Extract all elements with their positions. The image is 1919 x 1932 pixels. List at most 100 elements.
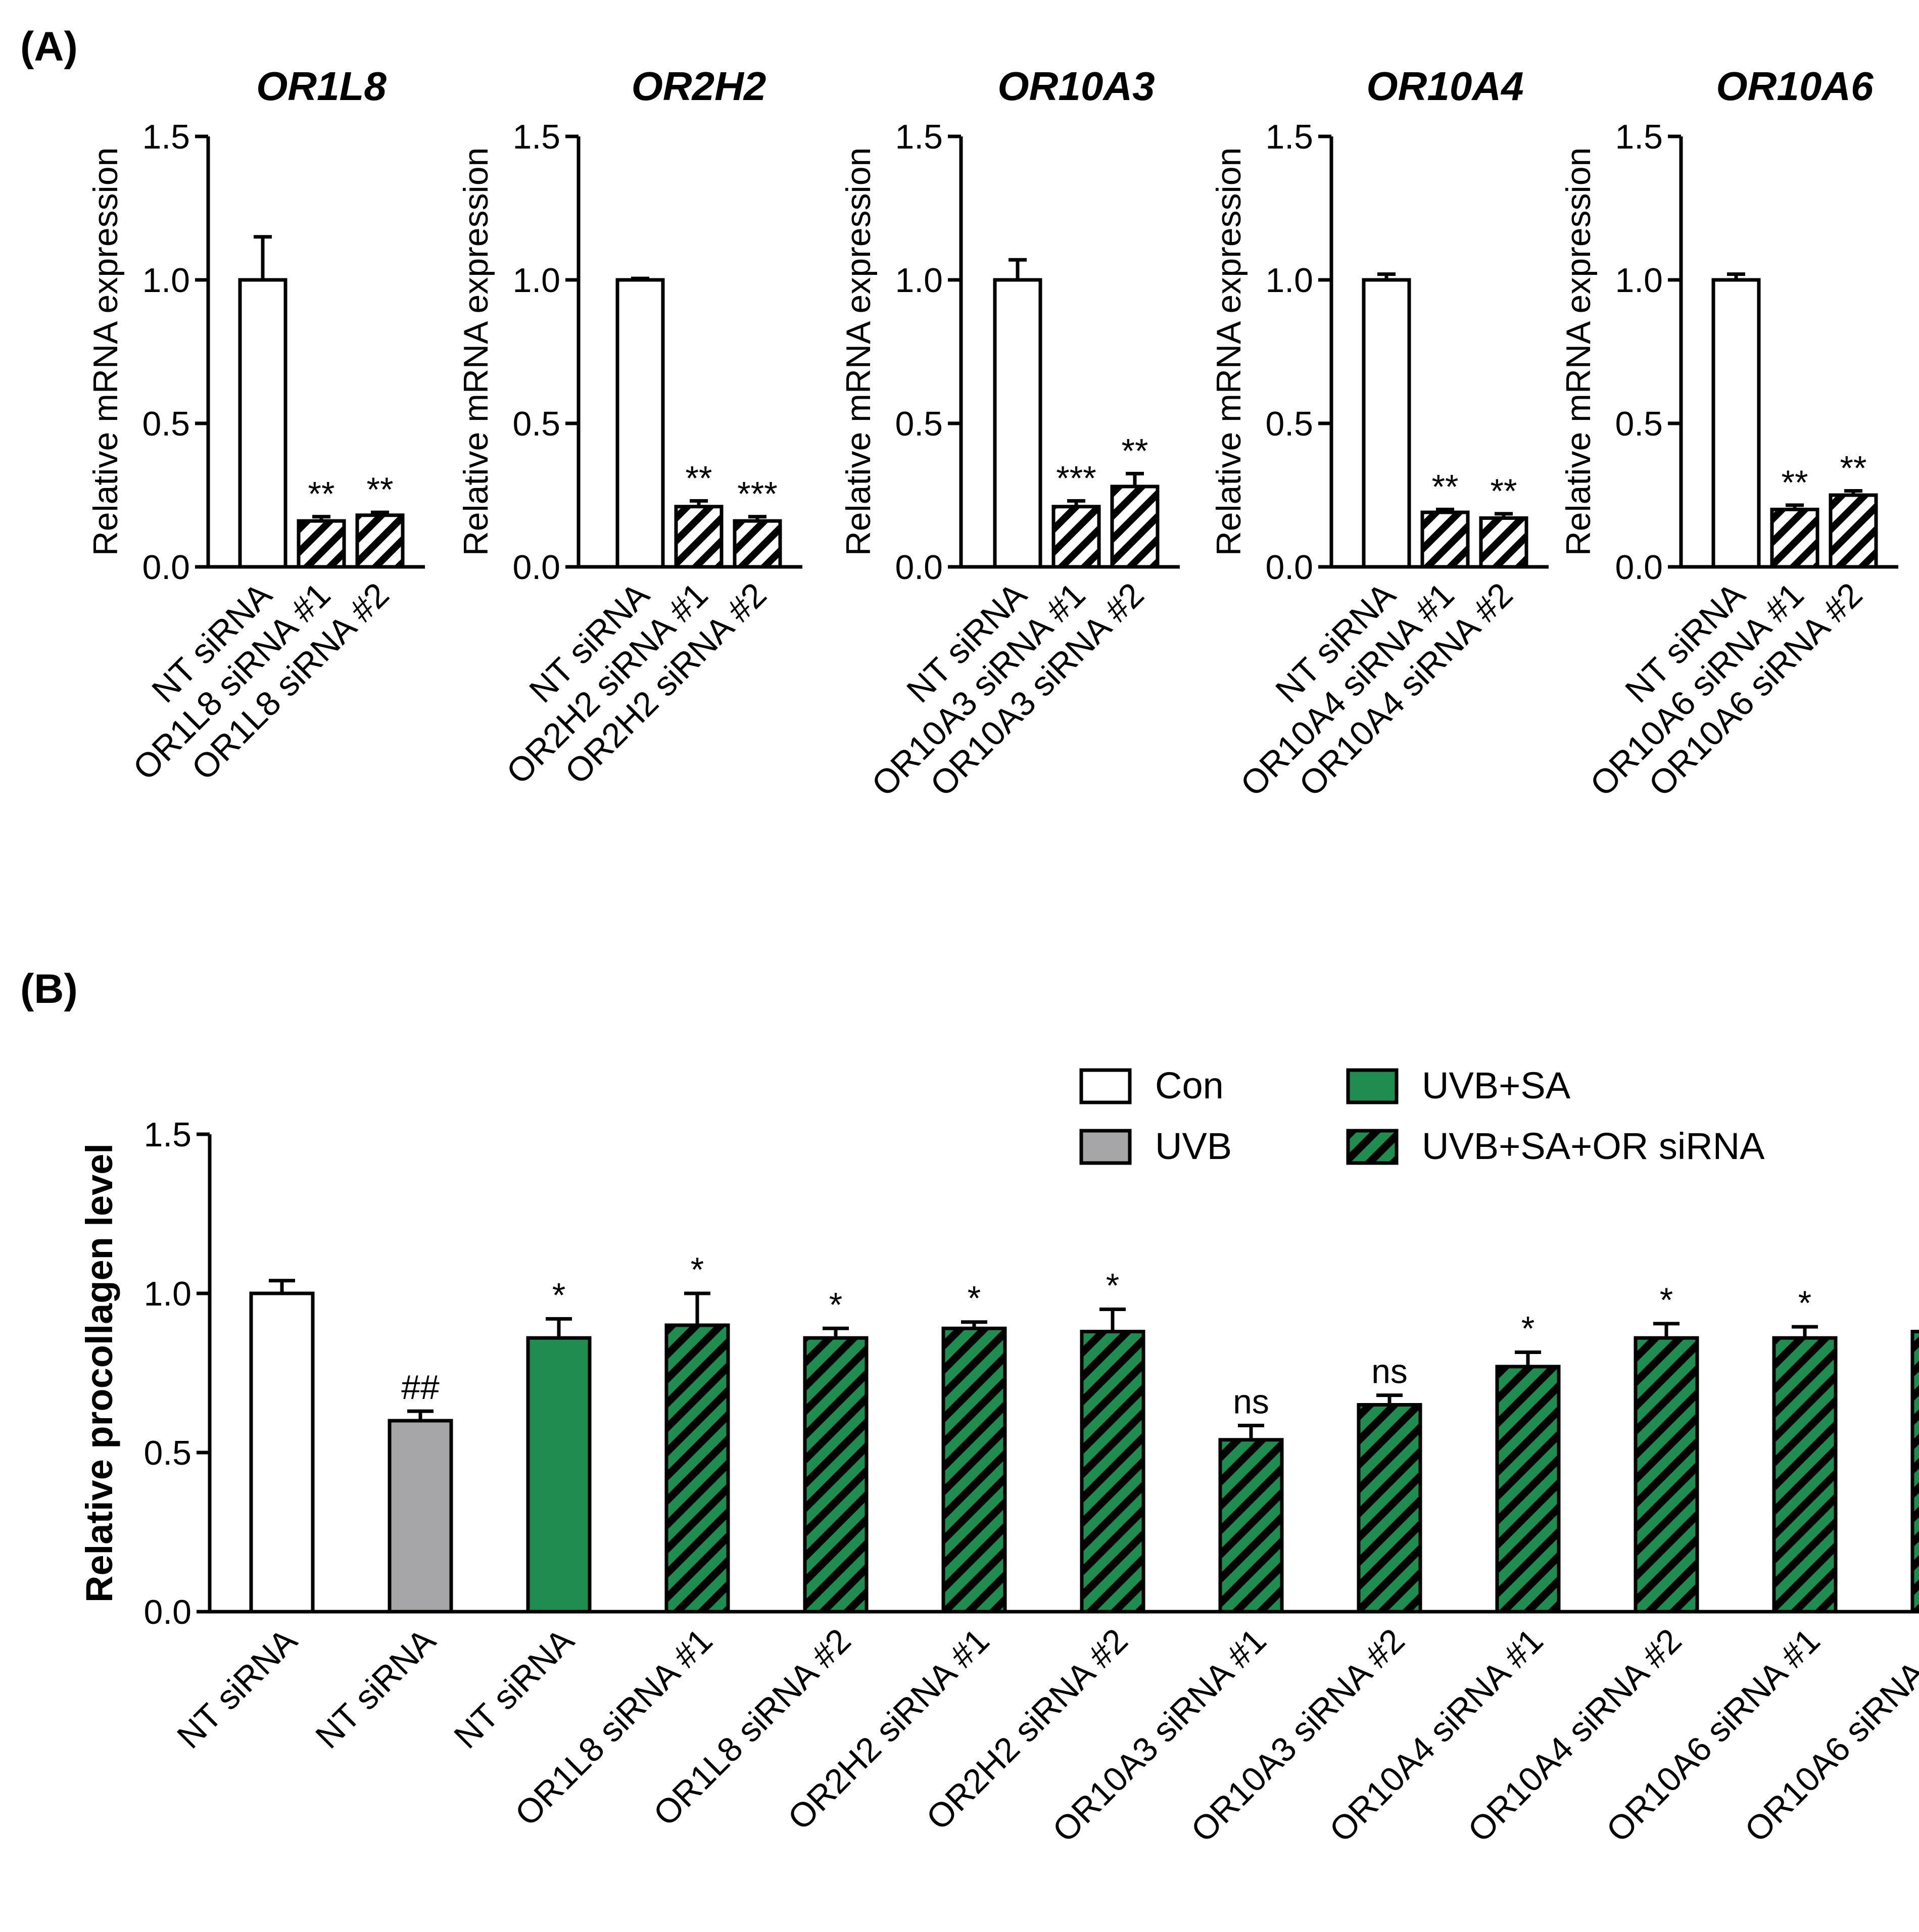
bar [664,1323,730,1614]
y-tick-label: 1.0 [1265,261,1313,300]
legend-swatch [1346,1068,1399,1104]
bar [1080,1330,1145,1614]
bar [993,278,1042,569]
y-tick-label: 1.0 [1615,261,1663,300]
legend-label: UVB [1155,1125,1232,1167]
legend-item: UVB [1079,1125,1232,1167]
legend-swatch [1079,1068,1132,1104]
legend-item: UVB+SA [1346,1065,1571,1106]
y-tick-label: 1.0 [143,1275,191,1313]
y-tick-label: 1.5 [143,1116,191,1154]
y-axis-label: Relative mRNA expression [1210,148,1248,556]
bar [249,1291,315,1614]
bar [1362,278,1411,569]
y-tick-label: 0.0 [142,548,190,587]
y-tick-label: 0.0 [1615,548,1663,587]
chart-1: OR2H2 0.0 0.5 1.0 1.5 Relative mRNA expressio… [457,64,802,792]
significance-label: ** [308,475,335,513]
legend-item: UVB+SA+OR siRNA [1346,1125,1765,1167]
legend-label: Con [1155,1065,1224,1106]
y-axis-label: Relative procollagen level [78,1143,120,1603]
chart-2: OR10A3 0.0 0.5 1.0 1.5 Relative mRNA expressi… [839,64,1180,804]
chart-5: (B) 0.0 0.5 1.0 1.5 Relative procollagen leve… [20,966,1919,1850]
y-tick-label: 1.0 [895,261,943,300]
y-tick-label: 0.0 [143,1593,191,1631]
legend-swatch [1346,1129,1399,1165]
significance-label: * [829,1285,842,1324]
chart-0: (A) OR1L8 0.0 0.5 1.0 1.5 Relative mRNA expres… [20,24,425,788]
chart-4: OR10A6 0.0 0.5 1.0 1.5 Relative mRNA expressi… [1559,64,1898,804]
bar [1829,493,1878,569]
y-tick-label: 1.5 [1265,118,1313,156]
bar [803,1336,869,1614]
bar [1420,510,1470,569]
bar [526,1336,592,1614]
y-tick-label: 1.0 [142,261,190,300]
y-tick-label: 0.5 [512,405,560,443]
panel-label: (A) [20,24,78,70]
y-tick-label: 0.5 [143,1434,191,1472]
bar [297,519,346,569]
bar [1711,278,1761,569]
significance-label: * [1798,1284,1811,1322]
bar [615,278,665,569]
y-tick-label: 0.5 [895,405,943,443]
bar [1634,1336,1699,1614]
x-tick-label: NT siRNA [447,1621,582,1756]
y-tick-label: 1.5 [512,118,560,156]
significance-label: * [1521,1310,1534,1348]
y-tick-label: 1.5 [142,118,190,156]
significance-label: ** [1491,472,1517,510]
significance-label: *** [737,475,777,513]
chart-title: OR10A4 [1366,64,1523,109]
bar [238,278,287,569]
bar [1772,1336,1838,1614]
bar [1051,505,1101,569]
legend: Con UVB UVB+SA UVB+SA+OR siRNA [1079,1065,1765,1167]
y-tick-label: 1.0 [512,261,560,300]
significance-label: * [968,1279,981,1318]
significance-label: ## [401,1368,440,1407]
y-tick-label: 0.0 [512,548,560,587]
chart-layer: (A) OR1L8 0.0 0.5 1.0 1.5 Relative mRNA expres… [20,24,1919,1850]
y-axis-label: Relative mRNA expression [839,148,878,556]
y-tick-label: 0.0 [895,548,943,587]
bar [1910,1330,1919,1614]
bar [1495,1365,1561,1614]
significance-label: ** [367,470,394,509]
significance-label: ** [1122,431,1148,470]
y-axis-label: Relative mRNA expression [457,148,495,556]
legend-item: Con [1079,1065,1224,1106]
bar [1357,1403,1422,1614]
bar [1110,485,1160,569]
chart-title: OR10A6 [1716,64,1874,109]
y-tick-label: 1.5 [895,118,943,156]
significance-label: ns [1371,1353,1408,1391]
significance-label: * [1660,1281,1673,1319]
legend-swatch [1079,1129,1132,1165]
legend-label: UVB+SA [1422,1065,1571,1106]
bar [941,1326,1007,1614]
panel-label: (B) [20,966,78,1012]
x-tick-label: NT siRNA [308,1621,443,1756]
chart-title: OR1L8 [256,64,387,109]
significance-label: ** [1840,449,1867,487]
y-tick-label: 0.0 [1265,548,1313,587]
significance-label: ns [1233,1382,1269,1421]
chart-title: OR10A3 [997,64,1155,109]
y-tick-label: 1.5 [1615,118,1663,156]
y-tick-label: 0.5 [1265,405,1313,443]
x-tick-label: OR10A6 siRNA #2 [1738,1621,1919,1850]
significance-label: ** [1782,463,1808,502]
bar [1218,1438,1284,1614]
y-axis-label: Relative mRNA expression [1559,148,1598,556]
bar [1479,516,1528,569]
legend-label: UVB+SA+OR siRNA [1422,1125,1765,1167]
y-axis-label: Relative mRNA expression [86,148,125,556]
bar [733,519,782,569]
significance-label: * [552,1276,565,1314]
significance-label: ** [1432,467,1459,506]
y-tick-label: 0.5 [1615,405,1663,443]
significance-label: *** [1056,459,1096,497]
